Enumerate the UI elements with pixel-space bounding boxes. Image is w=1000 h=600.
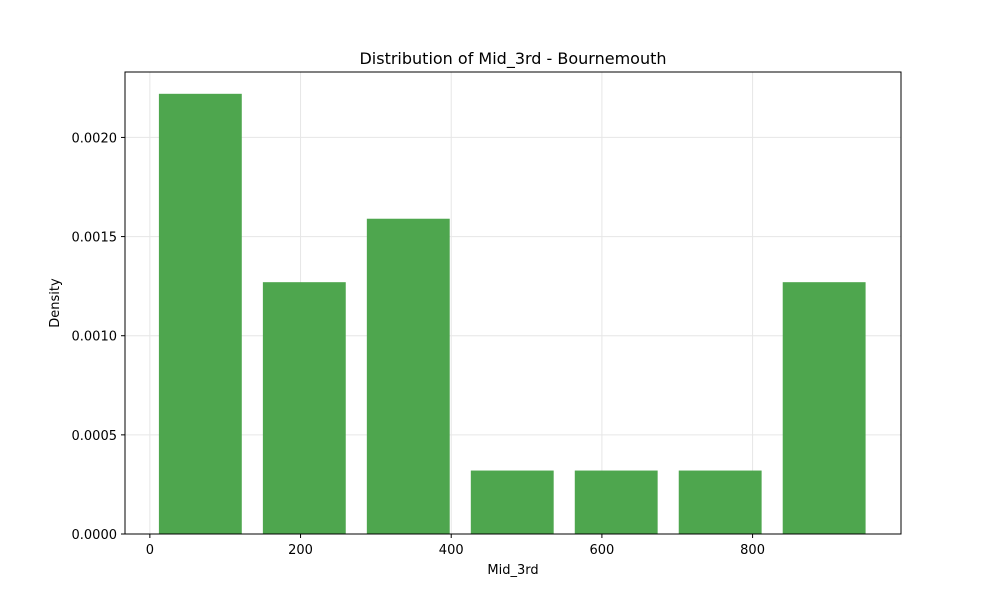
histogram-bar-5 xyxy=(574,470,658,534)
y-tick-label: 0.0015 xyxy=(72,231,118,246)
x-tick-label: 0 xyxy=(146,543,154,558)
y-axis-title: Density xyxy=(48,278,63,328)
y-tick-label: 0.0005 xyxy=(72,429,118,444)
y-tick-label: 0.0000 xyxy=(72,528,118,543)
histogram-bar-4 xyxy=(470,470,554,534)
x-axis-title: Mid_3rd xyxy=(487,563,538,578)
chart-title: Distribution of Mid_3rd - Bournemouth xyxy=(359,49,666,69)
plot-area-frame xyxy=(124,71,902,535)
axis-ticks: 0 200 400 600 800 0.0000 0.0005 0.0010 0.0015 0.0… xyxy=(72,131,765,558)
x-tick-label: 200 xyxy=(288,543,313,558)
bars xyxy=(158,93,866,534)
y-tick-label: 0.0010 xyxy=(72,330,118,345)
x-tick-label: 800 xyxy=(740,543,765,558)
histogram-bar-3 xyxy=(366,218,450,534)
y-tick-label: 0.0020 xyxy=(72,131,118,146)
histogram-bar-6 xyxy=(678,470,762,534)
histogram-bar-1 xyxy=(158,93,242,534)
x-tick-label: 400 xyxy=(439,543,464,558)
histogram-bar-2 xyxy=(262,282,346,534)
x-tick-label: 600 xyxy=(589,543,614,558)
histogram-bar-7 xyxy=(782,282,866,534)
